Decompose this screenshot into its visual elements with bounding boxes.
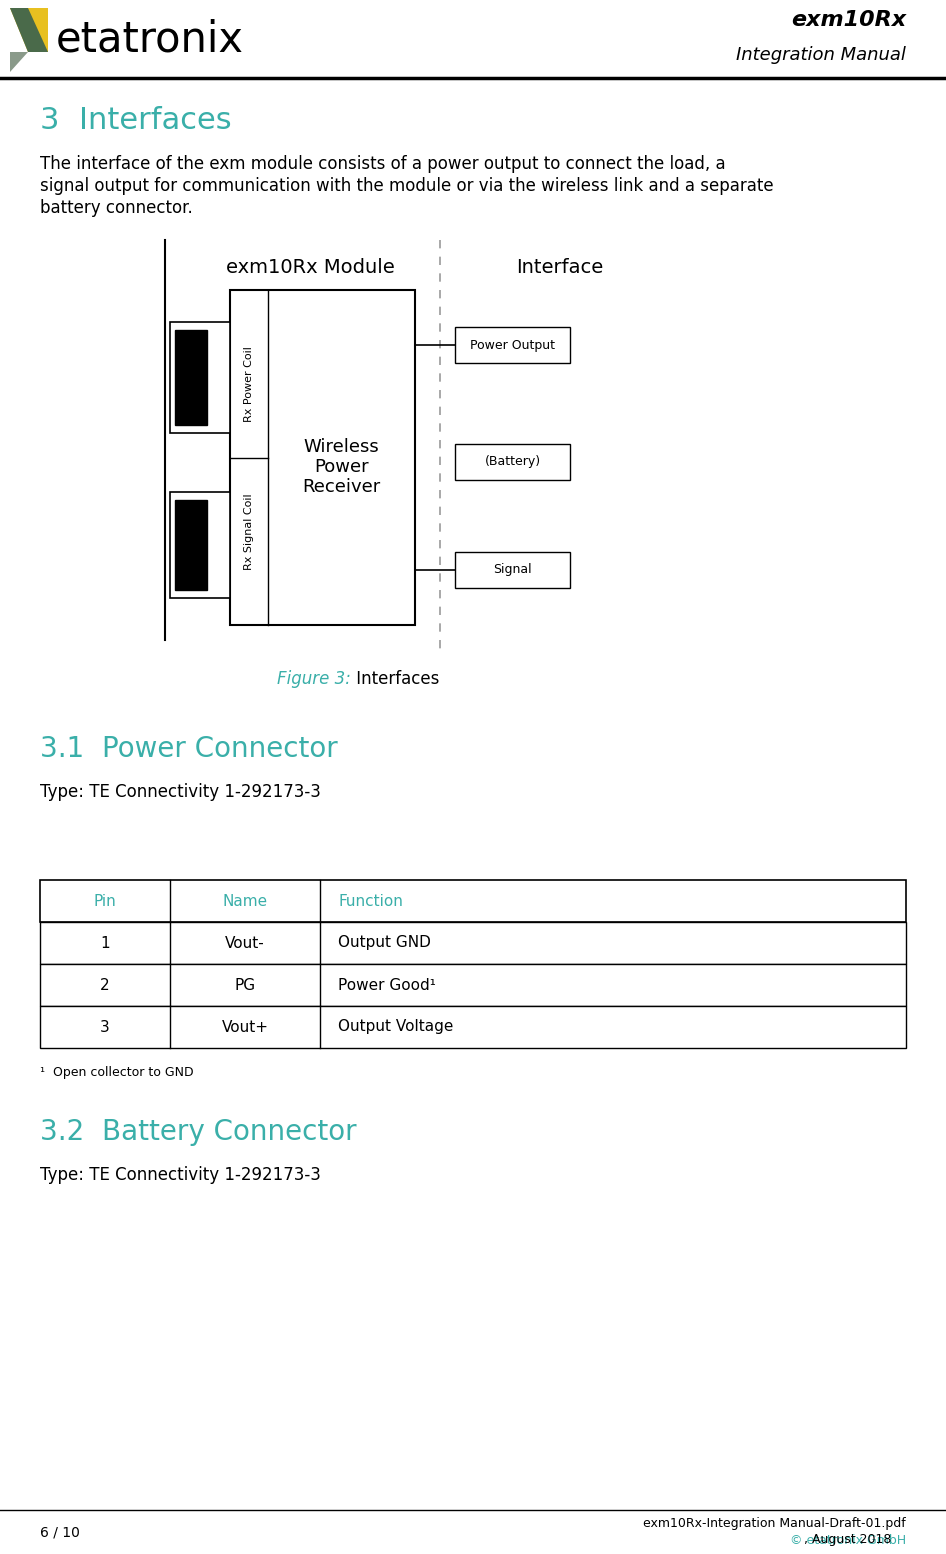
Text: Power Output: Power Output <box>470 339 555 351</box>
Text: etatronix: etatronix <box>56 19 244 61</box>
Bar <box>455 552 570 587</box>
Bar <box>175 500 207 591</box>
Text: Integration Manual: Integration Manual <box>736 47 906 64</box>
Text: Signal: Signal <box>493 564 532 577</box>
Text: © etatronix GmbH: © etatronix GmbH <box>790 1534 906 1546</box>
Text: Type: TE Connectivity 1-292173-3: Type: TE Connectivity 1-292173-3 <box>40 783 321 800</box>
Text: 6 / 10: 6 / 10 <box>40 1524 79 1538</box>
Polygon shape <box>10 51 28 71</box>
Text: 3: 3 <box>100 1019 110 1035</box>
Bar <box>40 922 906 963</box>
Text: 3.1  Power Connector: 3.1 Power Connector <box>40 735 338 763</box>
Bar <box>170 493 230 598</box>
Text: signal output for communication with the module or via the wireless link and a s: signal output for communication with the… <box>40 177 774 194</box>
Text: 3  Interfaces: 3 Interfaces <box>40 106 232 135</box>
Text: The interface of the exm module consists of a power output to connect the load, : The interface of the exm module consists… <box>40 155 726 172</box>
Text: Interfaces: Interfaces <box>351 670 439 688</box>
Text: Output GND: Output GND <box>338 936 430 951</box>
Text: battery connector.: battery connector. <box>40 199 193 218</box>
Text: Vout-: Vout- <box>225 936 265 951</box>
Text: Interface: Interface <box>517 258 604 277</box>
Text: 1: 1 <box>100 936 110 951</box>
Text: , August 2018: , August 2018 <box>804 1534 891 1546</box>
Bar <box>455 326 570 364</box>
Text: Power: Power <box>314 458 369 477</box>
Text: Power Good¹: Power Good¹ <box>338 977 436 993</box>
Text: 3.2  Battery Connector: 3.2 Battery Connector <box>40 1117 357 1145</box>
Text: Figure 3:: Figure 3: <box>276 670 351 688</box>
Bar <box>455 444 570 480</box>
Text: 2: 2 <box>100 977 110 993</box>
Text: ¹  Open collector to GND: ¹ Open collector to GND <box>40 1066 194 1078</box>
Text: Type: TE Connectivity 1-292173-3: Type: TE Connectivity 1-292173-3 <box>40 1166 321 1184</box>
Text: PG: PG <box>235 977 255 993</box>
Text: (Battery): (Battery) <box>484 455 540 468</box>
Text: Name: Name <box>222 894 268 909</box>
Text: Rx Signal Coil: Rx Signal Coil <box>244 493 254 569</box>
Bar <box>40 1005 906 1047</box>
Text: exm10Rx-Integration Manual-Draft-01.pdf: exm10Rx-Integration Manual-Draft-01.pdf <box>643 1518 906 1531</box>
Polygon shape <box>10 8 48 51</box>
Text: Pin: Pin <box>94 894 116 909</box>
Bar <box>170 322 230 434</box>
Bar <box>40 880 906 922</box>
Text: Rx Power Coil: Rx Power Coil <box>244 347 254 421</box>
Polygon shape <box>10 8 48 51</box>
Bar <box>175 329 207 424</box>
Text: Vout+: Vout+ <box>221 1019 269 1035</box>
Text: Receiver: Receiver <box>303 479 380 496</box>
Text: Function: Function <box>338 894 403 909</box>
Bar <box>230 291 415 625</box>
Bar <box>40 963 906 1005</box>
Text: Wireless: Wireless <box>304 438 379 457</box>
Text: exm10Rx: exm10Rx <box>791 9 906 30</box>
Text: exm10Rx Module: exm10Rx Module <box>226 258 394 277</box>
Text: Output Voltage: Output Voltage <box>338 1019 453 1035</box>
